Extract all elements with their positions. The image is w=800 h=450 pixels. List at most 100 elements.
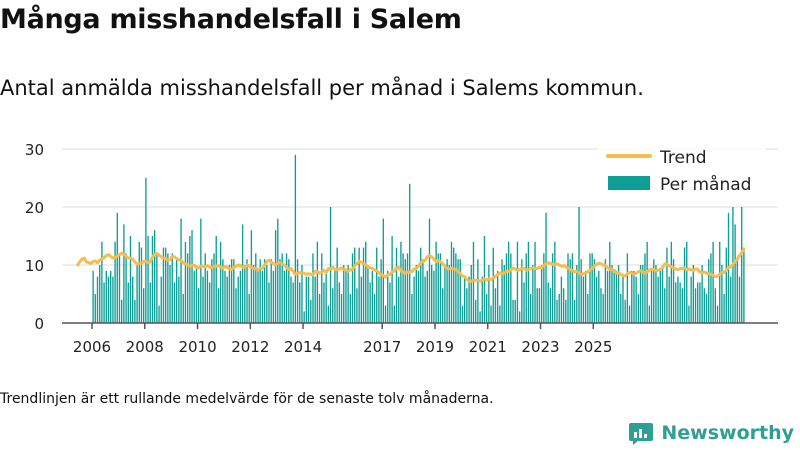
bar xyxy=(358,247,360,323)
bar xyxy=(450,241,453,323)
bar xyxy=(694,288,697,323)
bar xyxy=(413,276,415,323)
bar xyxy=(112,276,114,323)
bar xyxy=(457,259,459,323)
bar xyxy=(518,311,521,323)
bar xyxy=(378,276,380,323)
bar xyxy=(332,288,334,323)
bar xyxy=(404,259,406,323)
bar xyxy=(547,282,549,323)
bar xyxy=(266,265,268,323)
bar xyxy=(263,259,266,323)
bar xyxy=(681,288,684,323)
bar xyxy=(292,282,294,323)
brand-name: Newsworthy xyxy=(661,422,794,444)
bar xyxy=(140,247,143,323)
bar xyxy=(496,270,499,323)
bar xyxy=(466,288,468,323)
bar xyxy=(712,241,714,323)
bar xyxy=(173,282,176,323)
bar xyxy=(195,265,198,323)
bar xyxy=(103,282,105,323)
bar xyxy=(499,305,501,323)
bar xyxy=(670,241,673,323)
bar xyxy=(244,265,246,323)
bar xyxy=(719,241,721,323)
bar xyxy=(743,247,745,323)
bar xyxy=(200,218,202,323)
bar xyxy=(389,282,391,323)
bar xyxy=(162,247,165,323)
bar xyxy=(277,218,279,323)
bar xyxy=(536,288,538,323)
bar xyxy=(217,288,220,323)
bar xyxy=(710,253,712,323)
bar xyxy=(576,265,578,323)
bar xyxy=(349,294,352,323)
bar xyxy=(686,241,688,323)
bar xyxy=(554,241,556,323)
bar xyxy=(501,259,503,323)
bar xyxy=(569,259,571,323)
bar xyxy=(668,276,670,323)
bar xyxy=(708,259,710,323)
bar xyxy=(567,253,569,323)
bar xyxy=(650,270,653,323)
bar xyxy=(123,224,125,323)
bar xyxy=(644,253,646,323)
legend: Trend Per månad xyxy=(598,145,766,201)
bar xyxy=(400,241,402,323)
bar xyxy=(485,294,488,323)
x-tick-label: 2008 xyxy=(126,338,164,356)
bar xyxy=(510,253,512,323)
bar xyxy=(477,259,479,323)
bar xyxy=(677,276,679,323)
bar xyxy=(452,247,455,323)
bar xyxy=(131,276,134,323)
bar xyxy=(94,294,96,323)
bar xyxy=(142,288,145,323)
bar xyxy=(688,305,690,323)
bar xyxy=(360,276,363,323)
bar xyxy=(345,270,347,323)
axes: 0 10 20 30 2006 2008 2010 2012 2014 2017 2019 2021 2… xyxy=(25,141,778,356)
bar xyxy=(655,265,657,323)
legend-label-per-manad: Per månad xyxy=(660,174,751,195)
bar xyxy=(329,207,332,323)
bar xyxy=(591,253,593,323)
bar xyxy=(661,265,664,323)
bar xyxy=(426,270,428,323)
bar xyxy=(659,270,662,323)
bar xyxy=(153,230,156,323)
bar xyxy=(182,294,184,323)
bar xyxy=(279,259,281,323)
bar xyxy=(184,241,187,323)
bar xyxy=(521,259,523,323)
bar xyxy=(666,247,668,323)
bar xyxy=(543,253,545,323)
bar xyxy=(167,253,169,323)
x-tick-label: 2006 xyxy=(73,338,111,356)
bar xyxy=(395,247,398,323)
bar xyxy=(741,207,743,323)
chart: 0 10 20 30 2006 2008 2010 2012 2014 2017 2019 2021 2… xyxy=(25,141,778,356)
bar xyxy=(545,212,547,323)
chart-subtitle: Antal anmälda misshandelsfall per månad … xyxy=(0,76,644,100)
bar xyxy=(121,299,123,323)
bar xyxy=(239,270,242,323)
bar xyxy=(503,265,505,323)
bar xyxy=(186,253,189,323)
bar xyxy=(160,276,162,323)
bar xyxy=(334,270,336,323)
bar xyxy=(402,253,404,323)
bar xyxy=(474,299,477,323)
bar xyxy=(105,270,107,323)
bar xyxy=(299,282,301,323)
bar xyxy=(406,253,409,323)
bar xyxy=(285,253,288,323)
bar xyxy=(145,178,147,323)
bar xyxy=(114,241,116,323)
bar xyxy=(692,265,695,323)
bar xyxy=(639,265,642,323)
bar xyxy=(736,259,738,323)
